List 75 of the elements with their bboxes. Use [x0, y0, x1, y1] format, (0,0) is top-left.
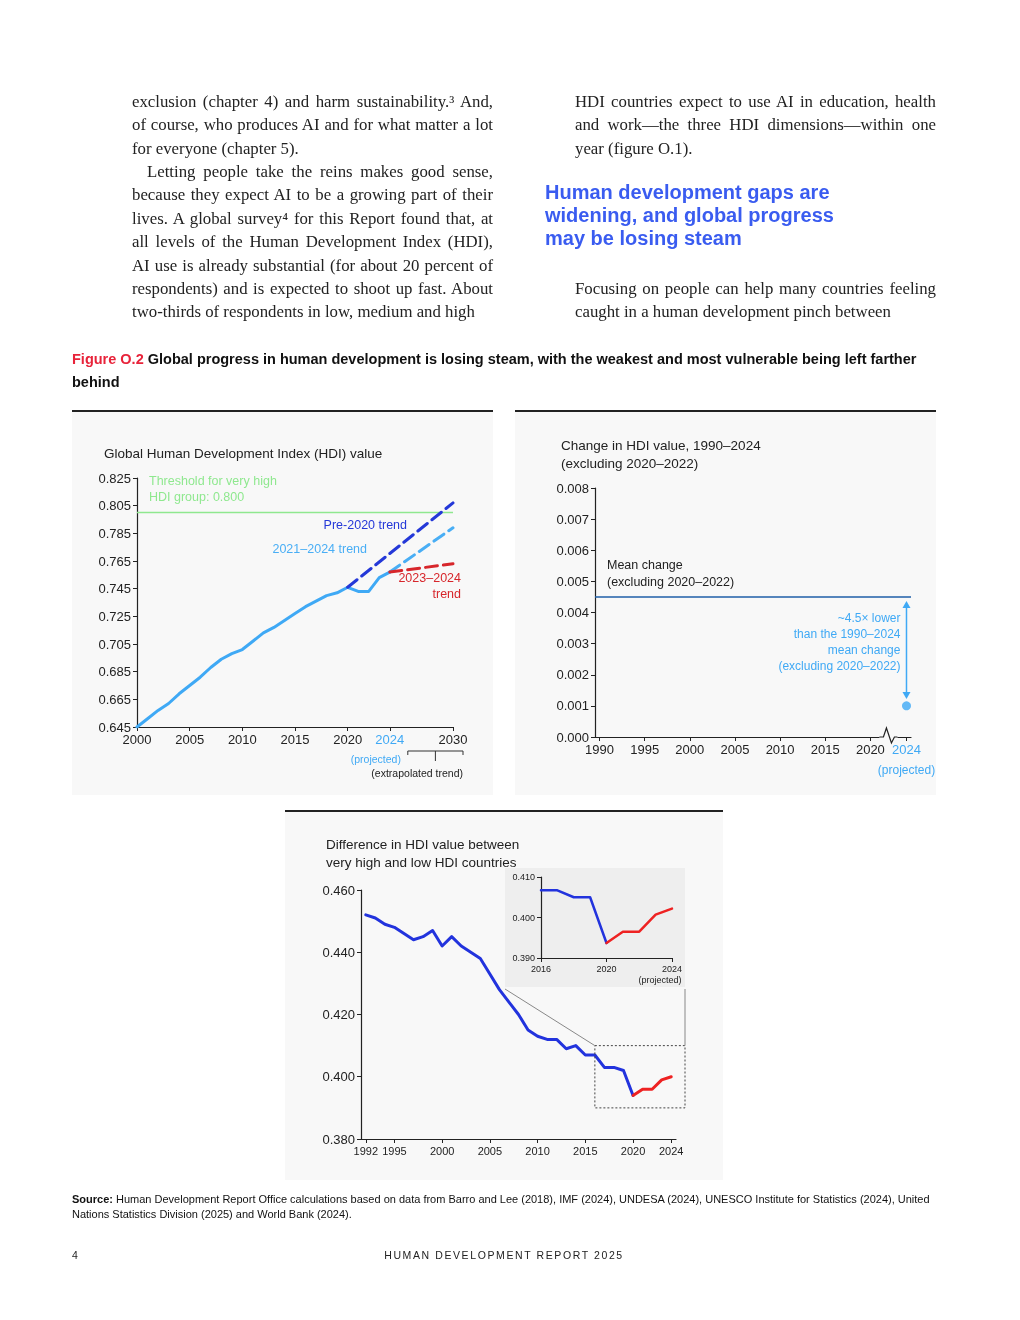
- text: Human development gaps are widening, and global progress may be losing steam: [545, 181, 835, 250]
- x-tick-label: 2005: [477, 1144, 503, 1157]
- chart-title: Difference in HDI value between very high and low HDI countries: [326, 836, 520, 870]
- y-tick-label: 0.805: [98, 498, 131, 514]
- x-tick-label: 1995: [382, 1144, 407, 1157]
- text: (projected): [877, 763, 936, 777]
- ref-line-label: Threshold for very high HDI group: 0.800: [149, 473, 277, 505]
- y-tick-label: 0.002: [556, 667, 589, 683]
- y-tick-label: 0.665: [98, 691, 131, 707]
- x-tick-label: 2015: [280, 732, 310, 747]
- text: Focusing on people can help many countries feeling caught in a human development pinch between: [575, 278, 936, 324]
- x-tick-label: 2010: [525, 1144, 550, 1157]
- y-tick-label: 0.007: [556, 511, 589, 527]
- x-tick-label: 2000: [429, 1144, 455, 1157]
- x-tick-label: 2020: [855, 742, 885, 757]
- series-label: Pre-2020 trend: [323, 517, 408, 532]
- y-tick-label: 0.001: [556, 698, 589, 714]
- x-tick-label: 2024: [375, 732, 405, 747]
- x-tick-label: 2020: [620, 1144, 646, 1157]
- y-tick-label: 0.645: [98, 719, 131, 735]
- x-tick-label: 2020: [333, 732, 363, 747]
- y-tick-label: 0.003: [556, 636, 589, 652]
- y-tick-label: 0.000: [556, 729, 589, 745]
- y-tick-label: 0.745: [98, 581, 131, 597]
- x-tick-label: 2005: [175, 732, 205, 747]
- x-tick-label: 2005: [720, 742, 750, 757]
- y-tick-label: 0.460: [322, 882, 355, 898]
- text: exclusion (chapter 4) and harm sustainability.³ And, of course, who produces AI and for what matter a lot for everyone (chapter 5).: [132, 91, 493, 160]
- y-tick-label: 0.004: [556, 605, 589, 620]
- y-tick-label: 0.440: [322, 944, 355, 960]
- annotation: ~4.5× lower than the 1990–2024 mean change (excluding 2020–2022): [778, 610, 901, 673]
- annotation: (projected): [638, 975, 682, 985]
- x-tick-label: 2010: [227, 732, 257, 747]
- series-label: 2023–2024 trend: [398, 570, 462, 602]
- x-tick-label: 2000: [122, 732, 152, 747]
- x-tick-label: 2030: [438, 732, 468, 747]
- y-tick-label: 0.410: [512, 872, 535, 882]
- x-tick-label: 2024: [658, 1144, 684, 1157]
- x-tick-label: 2015: [573, 1144, 598, 1157]
- y-tick-label: 0.380: [322, 1131, 355, 1147]
- x-tick-label: 2000: [675, 742, 705, 757]
- y-tick-label: 0.685: [98, 664, 131, 680]
- y-tick-label: 0.420: [322, 1007, 355, 1022]
- text: 4: [72, 1249, 78, 1261]
- text: Figure O.2: [72, 351, 144, 367]
- source-note: Source:: [72, 1193, 113, 1205]
- text: (extrapolated trend): [371, 767, 463, 779]
- y-tick-label: 0.785: [98, 525, 131, 541]
- y-tick-label: 0.825: [98, 470, 131, 486]
- x-tick-label: 2015: [810, 742, 840, 757]
- y-tick-label: 0.005: [556, 573, 589, 589]
- y-tick-label: 0.390: [512, 953, 535, 963]
- y-tick-label: 0.006: [556, 542, 589, 558]
- x-tick-label: 1992: [353, 1144, 379, 1157]
- y-tick-label: 0.008: [556, 480, 589, 496]
- ref-line-label: Mean change (excluding 2020–2022): [607, 558, 735, 589]
- text: Letting people take the reins makes good sense, because they expect AI to be a growing part of their lives. A global survey⁴ for this Report found that, at all levels of the Human Development Index (HDI), AI use is already substantial (for about 20 percent of respondents) and is expected to shoot up fast. About two-thirds of respondents in low, medium and high: [132, 161, 493, 324]
- text: 2021–2024 trend: [272, 541, 368, 556]
- x-tick-label: 2016: [530, 963, 552, 974]
- text: (projected): [350, 753, 401, 765]
- x-tick-label: 1995: [630, 742, 660, 757]
- y-tick-label: 0.765: [98, 553, 131, 569]
- chart-title: Change in HDI value, 1990–2024 (excluding 2020–2022): [561, 437, 762, 471]
- text: HDI countries expect to use AI in education, health and work—the three HDI dimensions—within one year (figure O.1).: [575, 91, 936, 160]
- x-tick-label: 2020: [596, 963, 617, 974]
- y-tick-label: 0.725: [98, 608, 131, 624]
- x-tick-label: 2024: [892, 742, 921, 757]
- x-tick-label: 2024: [661, 963, 682, 974]
- text: HUMAN DEVELOPMENT REPORT 2025: [383, 1249, 625, 1261]
- x-tick-label: 2010: [765, 742, 795, 757]
- x-tick-label: 1990: [585, 742, 614, 757]
- y-tick-label: 0.400: [322, 1069, 355, 1085]
- y-tick-label: 0.705: [98, 636, 131, 652]
- chart-title: Global Human Development Index (HDI) value: [104, 445, 383, 461]
- y-tick-label: 0.400: [512, 912, 535, 923]
